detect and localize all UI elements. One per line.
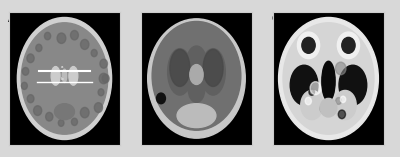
Ellipse shape xyxy=(21,23,108,134)
Circle shape xyxy=(70,30,78,40)
Circle shape xyxy=(336,97,342,104)
Circle shape xyxy=(342,37,355,53)
Circle shape xyxy=(156,93,166,104)
Ellipse shape xyxy=(152,22,241,130)
Circle shape xyxy=(80,107,89,118)
Circle shape xyxy=(57,33,66,43)
Circle shape xyxy=(305,97,312,105)
Text: B: B xyxy=(140,14,147,24)
Circle shape xyxy=(100,59,108,68)
Ellipse shape xyxy=(148,19,245,138)
Circle shape xyxy=(335,62,346,75)
Ellipse shape xyxy=(339,65,367,105)
Ellipse shape xyxy=(322,61,335,101)
Ellipse shape xyxy=(278,17,378,140)
Text: A: A xyxy=(8,14,15,24)
Text: b: b xyxy=(61,76,64,81)
Ellipse shape xyxy=(301,90,323,120)
Circle shape xyxy=(310,82,321,95)
Circle shape xyxy=(309,89,314,95)
Circle shape xyxy=(22,68,29,75)
Ellipse shape xyxy=(203,49,223,87)
Circle shape xyxy=(94,103,102,113)
Ellipse shape xyxy=(17,17,112,140)
Ellipse shape xyxy=(51,67,60,85)
Ellipse shape xyxy=(320,98,337,117)
Circle shape xyxy=(302,37,315,53)
Text: C: C xyxy=(272,14,279,24)
Circle shape xyxy=(91,49,97,57)
Ellipse shape xyxy=(201,49,225,95)
Circle shape xyxy=(338,110,346,119)
Ellipse shape xyxy=(170,49,190,87)
Circle shape xyxy=(58,119,64,126)
Circle shape xyxy=(98,89,104,96)
Circle shape xyxy=(71,118,78,125)
Ellipse shape xyxy=(54,104,74,120)
Text: a: a xyxy=(61,65,64,69)
Ellipse shape xyxy=(69,67,78,85)
Ellipse shape xyxy=(290,65,318,105)
Ellipse shape xyxy=(334,90,356,120)
Ellipse shape xyxy=(283,23,374,134)
Ellipse shape xyxy=(168,49,192,95)
Ellipse shape xyxy=(190,65,203,84)
Circle shape xyxy=(340,96,346,103)
Ellipse shape xyxy=(188,76,205,102)
Circle shape xyxy=(320,104,327,113)
Circle shape xyxy=(21,82,27,89)
Circle shape xyxy=(27,95,34,103)
Ellipse shape xyxy=(62,69,67,82)
Ellipse shape xyxy=(186,46,206,79)
Circle shape xyxy=(99,73,108,84)
Circle shape xyxy=(102,74,109,83)
Circle shape xyxy=(337,32,360,59)
Circle shape xyxy=(44,32,51,40)
Circle shape xyxy=(36,44,42,52)
Circle shape xyxy=(80,39,89,49)
Circle shape xyxy=(34,106,42,115)
Circle shape xyxy=(46,112,53,121)
Circle shape xyxy=(298,32,320,59)
Circle shape xyxy=(27,54,34,63)
Ellipse shape xyxy=(177,104,216,128)
